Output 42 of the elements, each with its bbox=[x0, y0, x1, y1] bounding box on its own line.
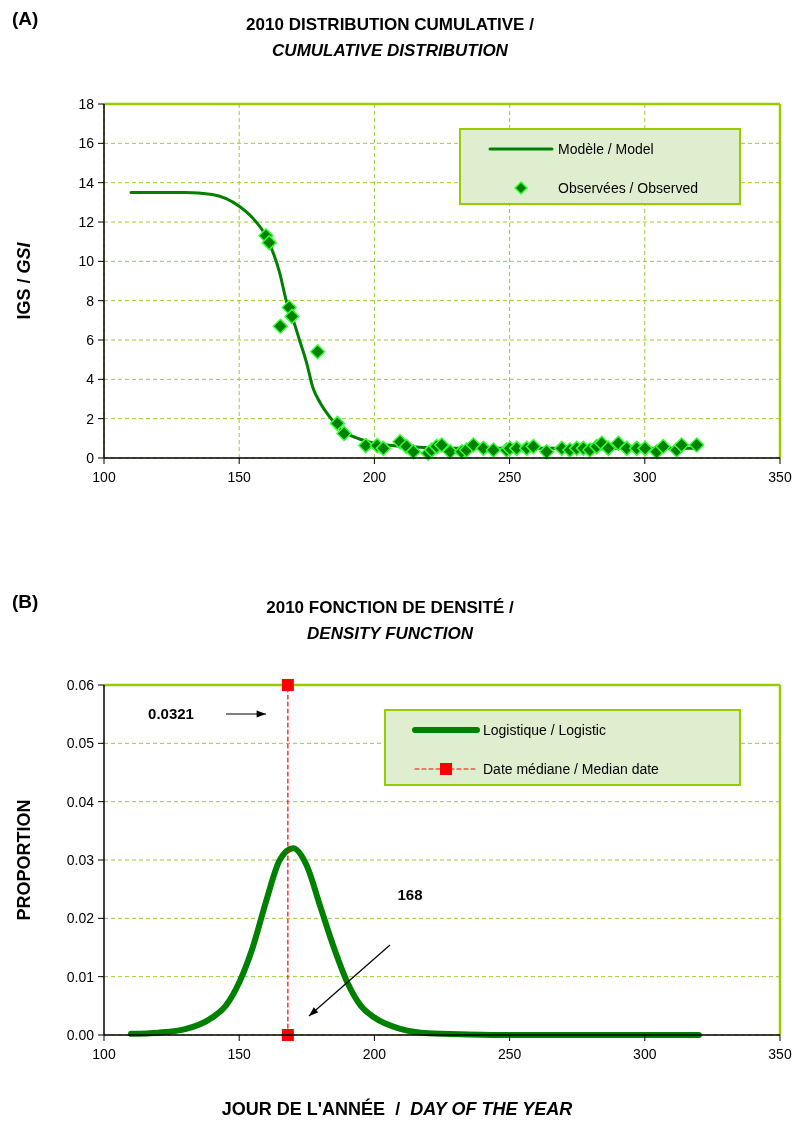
y-tick-label: 12 bbox=[78, 214, 95, 230]
x-tick-label: 250 bbox=[497, 1046, 522, 1062]
y-tick-label: 18 bbox=[78, 96, 95, 112]
y-tick-label: 0.02 bbox=[66, 910, 95, 927]
y-tick-label: 2 bbox=[86, 410, 95, 427]
x-tick-label: 200 bbox=[362, 1046, 387, 1062]
y-tick-label: 0 bbox=[86, 450, 95, 466]
legend-label: Date médiane / Median date bbox=[483, 761, 660, 777]
y-axis-title: IGS / GSI bbox=[14, 241, 34, 320]
y-tick-label: 0.03 bbox=[66, 852, 95, 868]
y-axis-title: PROPORTION bbox=[14, 799, 34, 921]
annotation: 0.0321 bbox=[148, 705, 194, 722]
y-tick-label: 8 bbox=[86, 292, 95, 309]
y-tick-label: 0.01 bbox=[66, 968, 95, 985]
x-tick-label: 100 bbox=[92, 1046, 116, 1062]
legend-label: Observées / Observed bbox=[558, 180, 699, 196]
annotation: 168 bbox=[397, 886, 423, 903]
x-axis-title: JOUR DE L'ANNÉE / DAY OF THE YEAR bbox=[221, 1098, 573, 1119]
chart-title: 2010 FONCTION DE DENSITÉ / DENSITY FUNCTION bbox=[266, 598, 515, 643]
y-tick-label: 4 bbox=[86, 371, 95, 388]
x-tick-label: 350 bbox=[768, 469, 792, 485]
legend-label: Logistique / Logistic bbox=[483, 722, 606, 738]
text: (B) bbox=[12, 591, 39, 612]
y-tick-label: 6 bbox=[86, 332, 95, 348]
y-tick-label: 10 bbox=[78, 253, 95, 270]
chart-title: 2010 DISTRIBUTION CUMULATIVE / CUMULATIVE DISTRIBUTION bbox=[246, 15, 535, 60]
x-tick-label: 250 bbox=[497, 469, 522, 485]
y-tick-label: 0.05 bbox=[66, 735, 95, 752]
x-tick-label: 300 bbox=[633, 469, 657, 485]
legend-label: Modèle / Model bbox=[558, 141, 654, 157]
x-tick-label: 100 bbox=[92, 469, 116, 485]
y-tick-label: 14 bbox=[78, 174, 95, 191]
x-tick-label: 300 bbox=[633, 1046, 657, 1062]
x-tick-label: 150 bbox=[227, 1046, 252, 1062]
x-tick-label: 200 bbox=[362, 469, 387, 485]
y-tick-label: 0.00 bbox=[66, 1027, 95, 1043]
y-tick-label: 0.04 bbox=[66, 793, 95, 810]
y-tick-label: 16 bbox=[78, 135, 95, 152]
x-tick-label: 350 bbox=[768, 1046, 792, 1062]
x-tick-label: 150 bbox=[227, 469, 252, 485]
y-tick-label: 0.06 bbox=[66, 677, 95, 693]
text: (A) bbox=[12, 8, 39, 29]
